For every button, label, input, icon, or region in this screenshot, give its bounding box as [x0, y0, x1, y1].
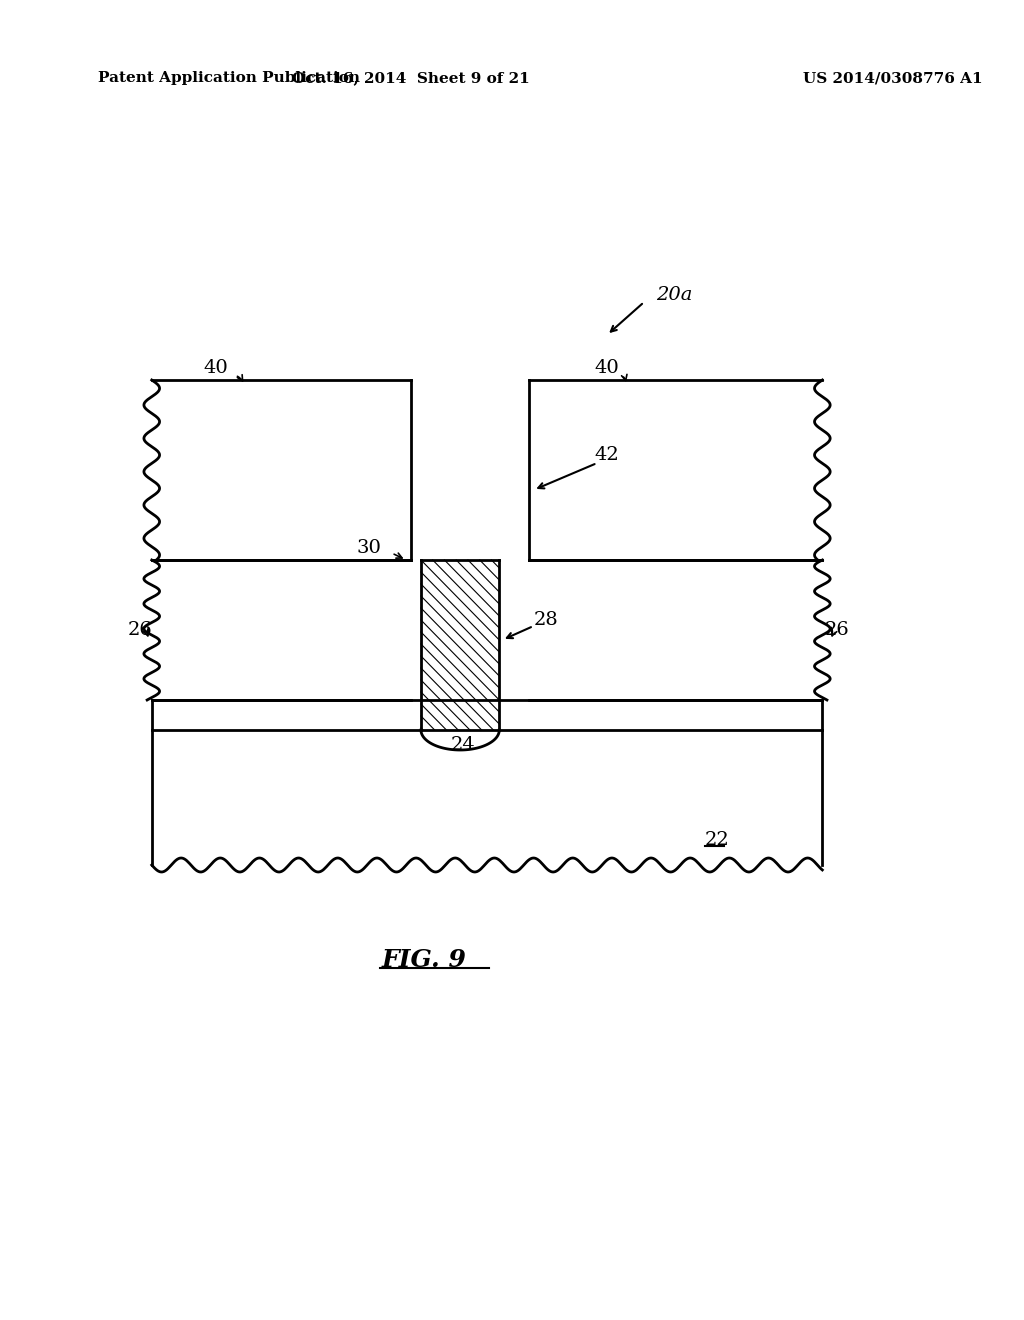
Text: 26: 26 [128, 620, 153, 639]
Text: 40: 40 [203, 359, 227, 378]
Text: 24: 24 [451, 737, 475, 754]
Text: 28: 28 [534, 611, 558, 630]
Text: US 2014/0308776 A1: US 2014/0308776 A1 [803, 71, 982, 84]
Text: Patent Application Publication: Patent Application Publication [98, 71, 359, 84]
Text: FIG. 9: FIG. 9 [382, 948, 467, 972]
Text: 42: 42 [595, 446, 620, 465]
Text: Oct. 16, 2014  Sheet 9 of 21: Oct. 16, 2014 Sheet 9 of 21 [292, 71, 530, 84]
Bar [421, 560, 500, 730]
Text: 30: 30 [357, 539, 382, 557]
Text: 40: 40 [595, 359, 620, 378]
Text: 20a: 20a [656, 286, 692, 304]
Text: 22: 22 [705, 832, 730, 849]
Text: 26: 26 [824, 620, 849, 639]
